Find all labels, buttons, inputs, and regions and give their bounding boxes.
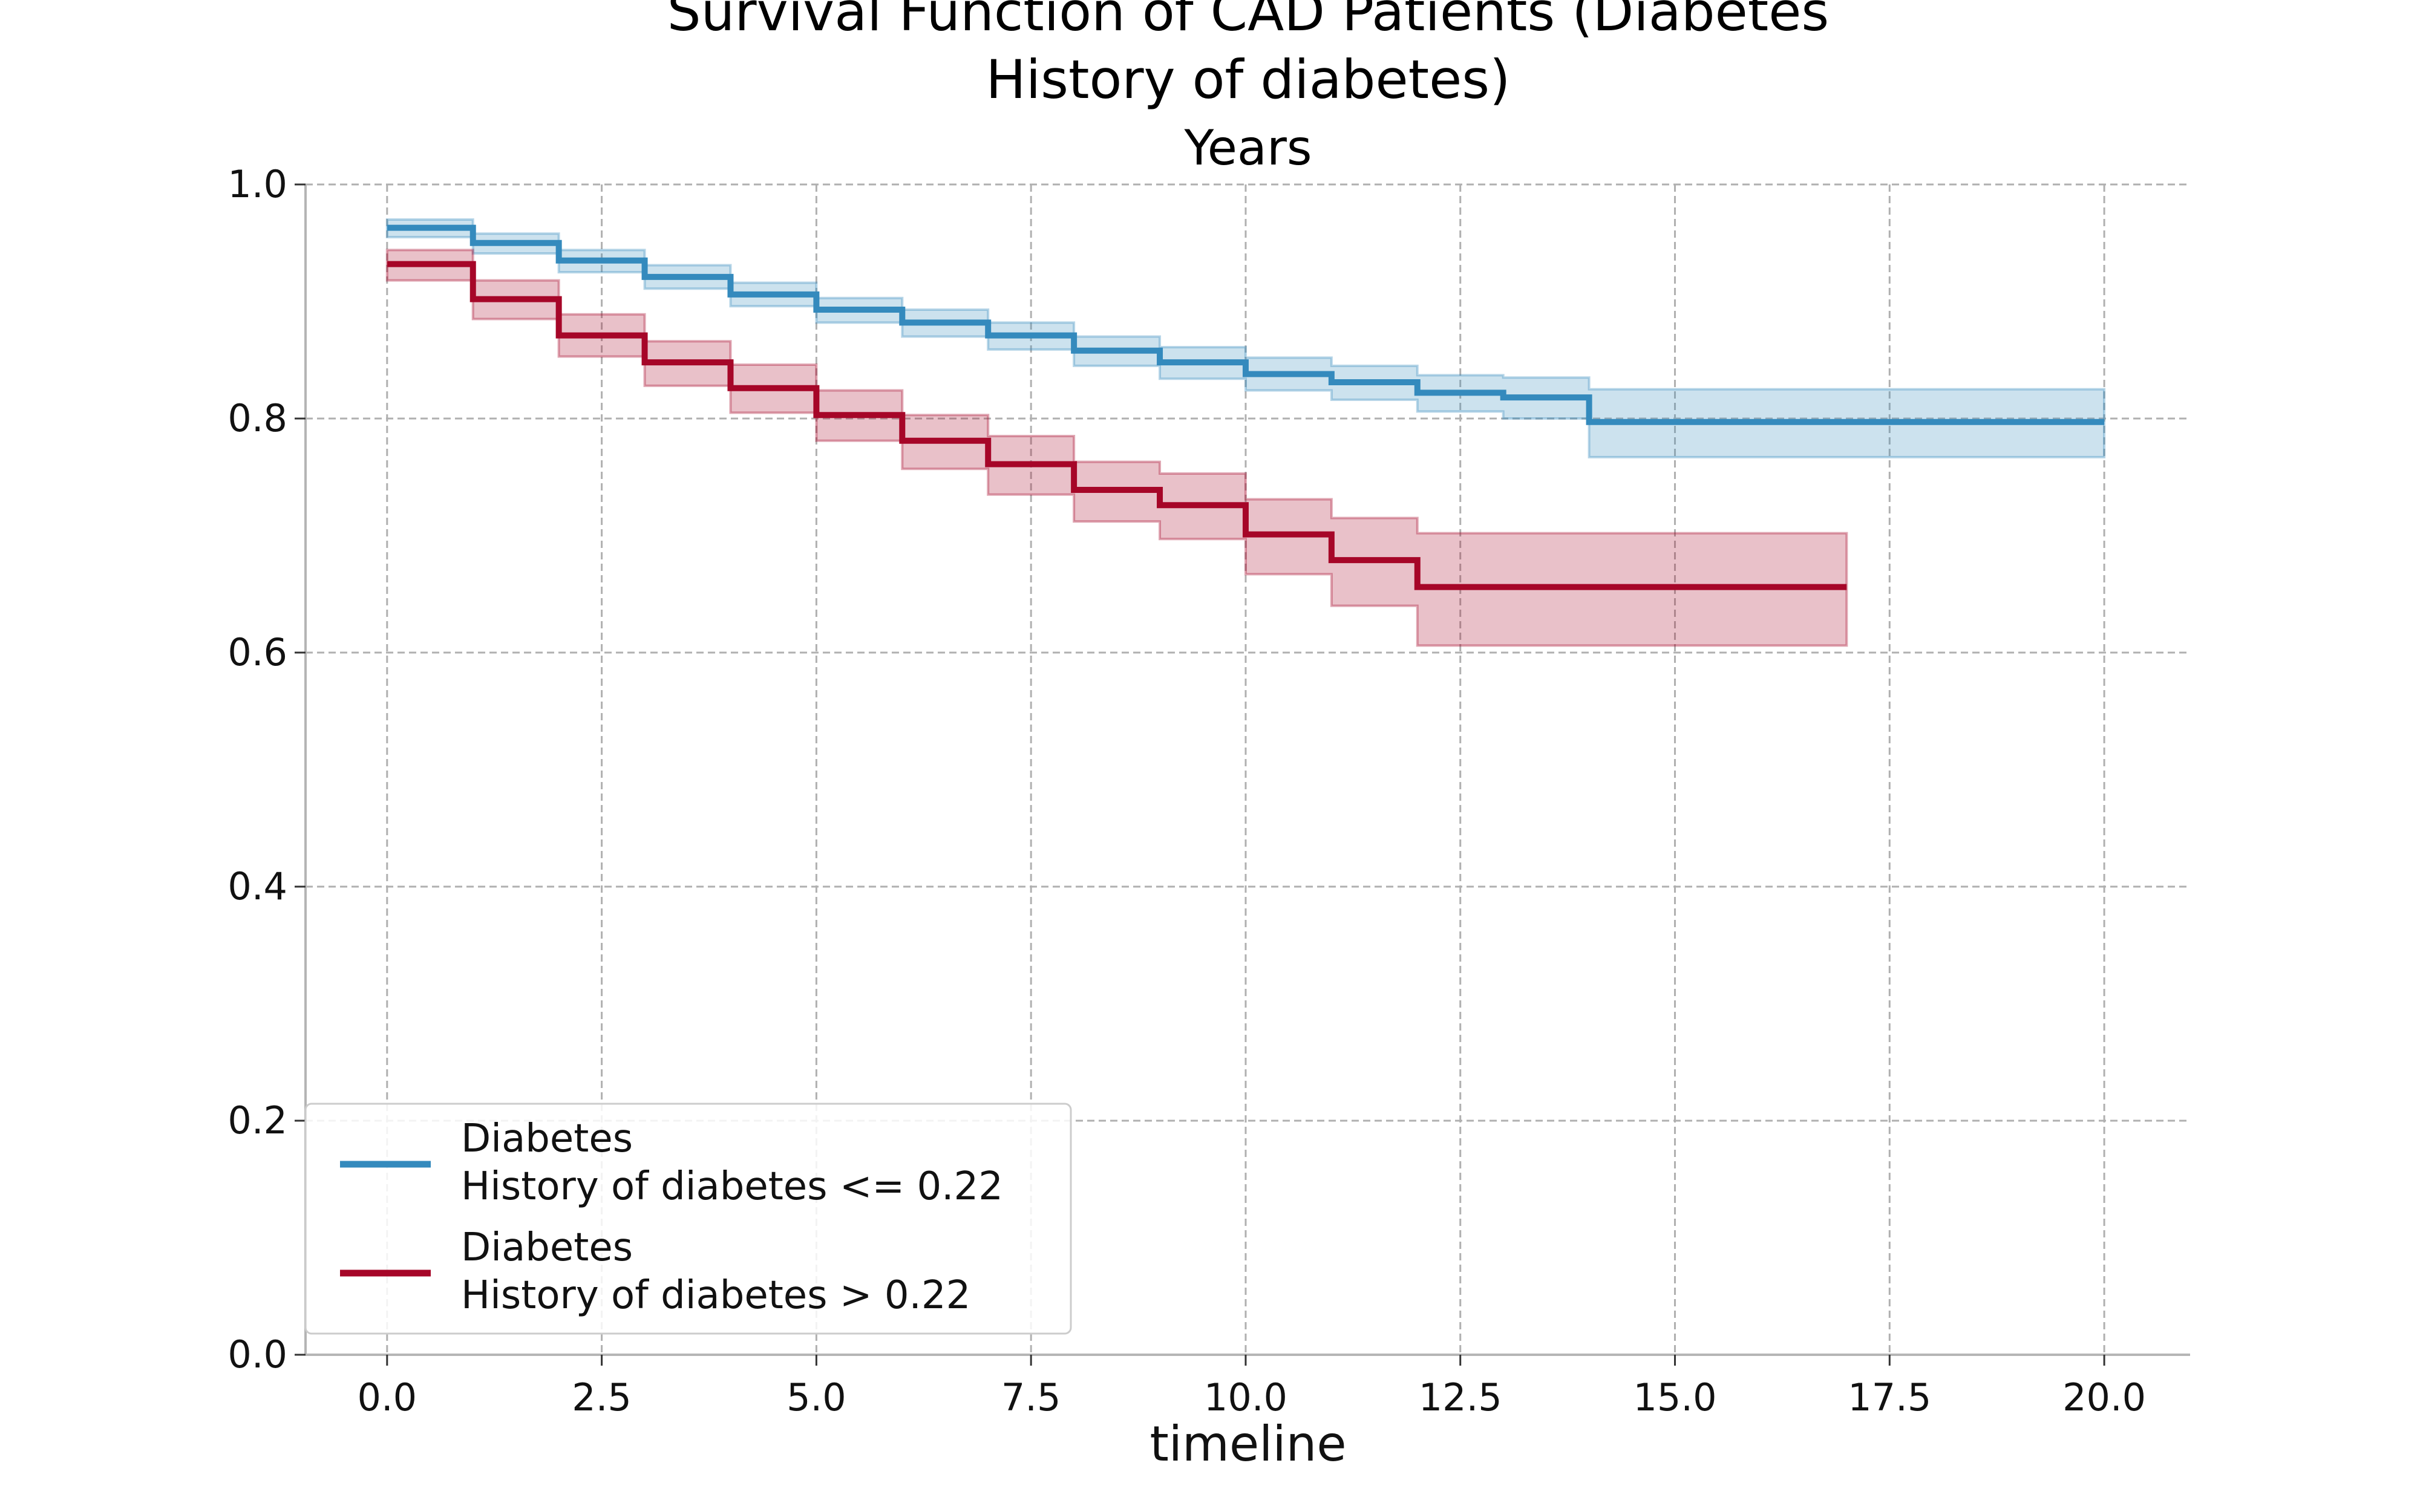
ci-band-diabetes-high xyxy=(385,249,1848,647)
survival-line-diabetes-low xyxy=(387,224,2105,425)
legend: Diabetes History of diabetes <= 0.22 Dia… xyxy=(304,1103,1072,1335)
y-tick-label-1: 0.2 xyxy=(227,1098,287,1142)
x-axis-label: timeline xyxy=(1150,1416,1346,1472)
x-tick-label-6: 15.0 xyxy=(1633,1375,1716,1419)
survival-line-diabetes-high xyxy=(387,261,1847,590)
axes: 0.0 2.5 5.0 7.5 10.0 12.5 15.0 17.5 20.0 0.0 0.2 0.… xyxy=(227,162,2190,1419)
chart-title-line-1: Survival Function of CAD Patients (Diabe… xyxy=(667,0,1829,43)
x-tick-label-3: 7.5 xyxy=(1001,1375,1061,1419)
x-tick-label-7: 17.5 xyxy=(1848,1375,1931,1419)
legend-label-diabetes-low-line-1: Diabetes xyxy=(461,1116,633,1161)
x-tick-label-2: 5.0 xyxy=(786,1375,846,1419)
y-tick-label-2: 0.4 xyxy=(227,864,287,908)
x-tick-label-1: 2.5 xyxy=(572,1375,632,1419)
y-tick-label-5: 1.0 xyxy=(227,162,287,206)
legend-label-diabetes-low-line-2: History of diabetes <= 0.22 xyxy=(461,1164,1003,1209)
legend-label-diabetes-high-line-1: Diabetes xyxy=(461,1225,633,1270)
survival-lines xyxy=(387,224,2105,590)
x-tick-label-4: 10.0 xyxy=(1204,1375,1287,1419)
legend-frame xyxy=(304,1103,1072,1335)
chart-subtitle: Years xyxy=(1183,120,1312,176)
x-tick-label-0: 0.0 xyxy=(358,1375,417,1419)
y-tick-label-4: 0.8 xyxy=(227,396,287,440)
y-tick-label-3: 0.6 xyxy=(227,630,287,674)
chart-title-line-2: History of diabetes) xyxy=(986,48,1511,111)
x-tick-label-8: 20.0 xyxy=(2062,1375,2146,1419)
x-tick-label-5: 12.5 xyxy=(1419,1375,1502,1419)
y-tick-label-0: 0.0 xyxy=(227,1332,287,1377)
legend-label-diabetes-high-line-2: History of diabetes > 0.22 xyxy=(461,1273,970,1318)
